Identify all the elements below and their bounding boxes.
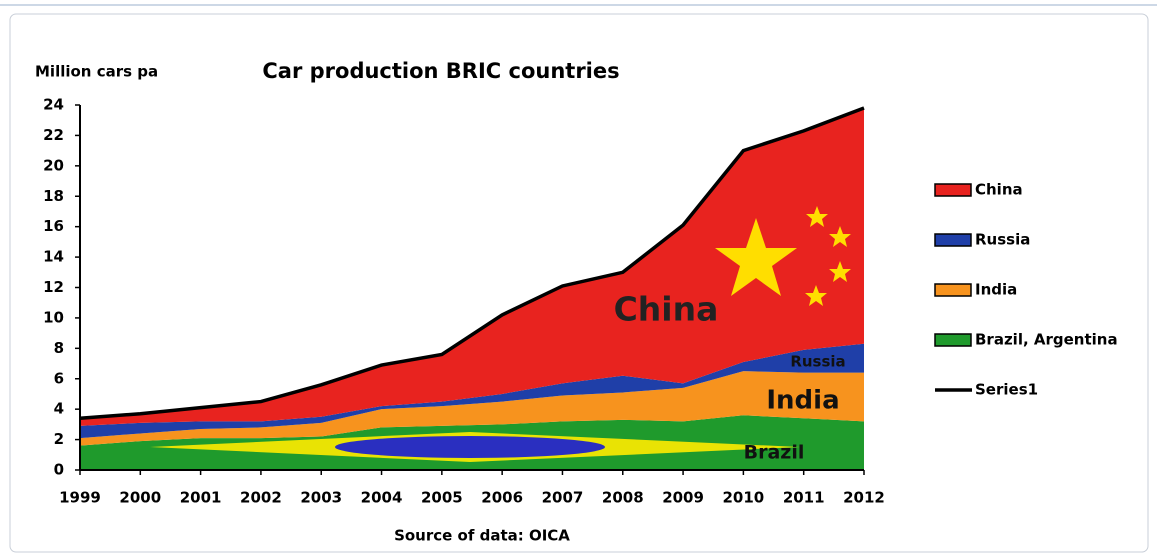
legend-label: China	[975, 181, 1023, 199]
star	[806, 206, 828, 227]
y-tick-label: 12	[43, 278, 64, 296]
flag-decoration	[150, 206, 851, 462]
x-tick-label: 2004	[361, 489, 403, 507]
legend-swatch	[934, 183, 972, 197]
y-tick-label: 4	[54, 400, 64, 418]
area	[80, 343, 864, 439]
y-tick-label: 0	[54, 461, 64, 479]
legend-label: Series1	[975, 381, 1038, 399]
star	[715, 218, 797, 296]
legend-label: Brazil, Argentina	[975, 331, 1118, 349]
x-tick-label: 2010	[723, 489, 765, 507]
total-line	[79, 106, 865, 421]
x-tick-label: 2008	[602, 489, 644, 507]
chart-title: Car production BRIC countries	[262, 59, 619, 83]
x-tick-label: 2011	[783, 489, 825, 507]
brazil-globe	[335, 436, 605, 458]
area-label: India	[766, 386, 839, 416]
x-tick-label: 2007	[542, 489, 584, 507]
y-tick-label: 6	[54, 369, 64, 387]
legend-swatch	[934, 283, 972, 297]
star	[829, 226, 851, 247]
x-tick-label: 2012	[843, 489, 885, 507]
x-tick-label: 2001	[180, 489, 222, 507]
area	[80, 108, 864, 426]
area-label: Brazil	[744, 442, 805, 464]
y-tick-label: 22	[43, 126, 64, 144]
star	[829, 261, 851, 282]
legend-label: Russia	[975, 231, 1030, 249]
star	[805, 285, 827, 306]
y-tick-label: 18	[43, 187, 64, 205]
x-tick-label: 2000	[119, 489, 161, 507]
area-label: China	[614, 290, 719, 329]
x-tick-label: 2006	[481, 489, 523, 507]
x-tick-label: 2002	[240, 489, 282, 507]
legend: China Russia India Brazil, Argentina Series1	[934, 181, 1118, 399]
y-tick-label: 2	[54, 430, 64, 448]
area-label: Russia	[790, 353, 845, 371]
legend-label: India	[975, 281, 1017, 299]
y-tick-label: 8	[54, 339, 64, 357]
legend-swatch	[934, 233, 972, 247]
y-axis-label: Million cars pa	[35, 63, 158, 81]
x-tick-label: 2003	[300, 489, 342, 507]
x-tick-label: 1999	[59, 489, 101, 507]
x-tick-label: 2009	[662, 489, 704, 507]
area	[80, 371, 864, 446]
y-tick-label: 20	[43, 156, 64, 174]
y-tick-label: 10	[43, 308, 64, 326]
y-tick-label: 16	[43, 217, 64, 235]
source-note: Source of data: OICA	[394, 527, 570, 545]
y-tick-label: 24	[43, 96, 64, 114]
legend-swatch	[934, 333, 972, 347]
x-tick-label: 2005	[421, 489, 463, 507]
y-tick-label: 14	[43, 248, 64, 266]
